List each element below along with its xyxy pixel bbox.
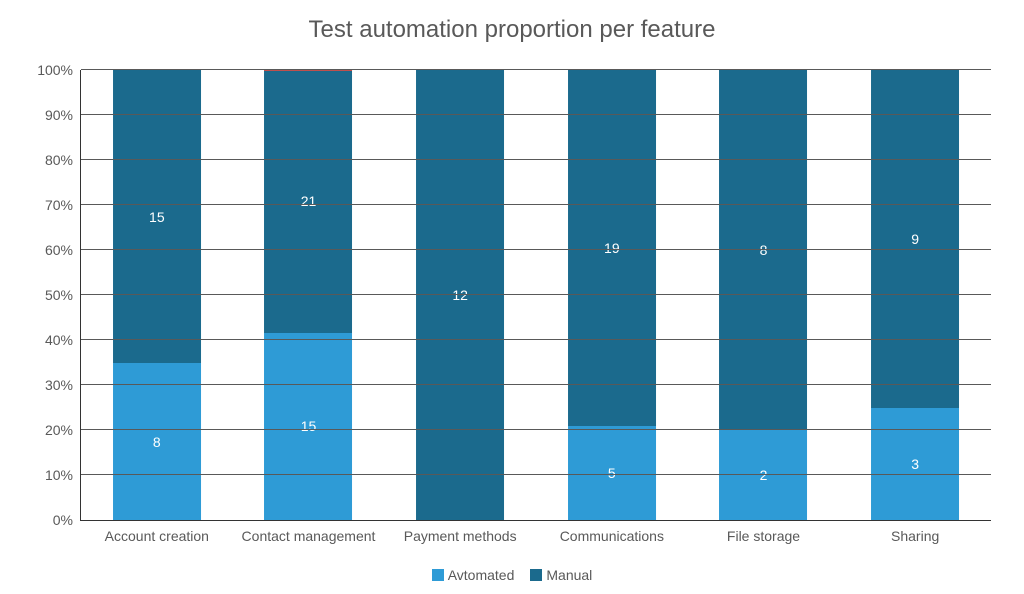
stacked-bar: 1521: [265, 70, 353, 520]
plot-area: 815Account creation1521Contact managemen…: [80, 70, 991, 521]
grid-line: [81, 69, 991, 70]
legend-swatch: [432, 569, 444, 581]
bar-segment-manual: 8: [720, 70, 808, 430]
stacked-bar: 28: [720, 70, 808, 520]
y-axis-label: 30%: [45, 377, 81, 393]
y-axis-label: 10%: [45, 467, 81, 483]
y-axis-label: 50%: [45, 287, 81, 303]
x-axis-label: File storage: [727, 520, 800, 544]
bar-slot: 519Communications: [536, 70, 688, 520]
grid-line: [81, 159, 991, 160]
x-axis-label: Payment methods: [404, 520, 517, 544]
grid-line: [81, 474, 991, 475]
legend-item: Manual: [530, 567, 592, 583]
stacked-bar: 519: [568, 70, 656, 520]
y-axis-label: 90%: [45, 107, 81, 123]
bars-layer: 815Account creation1521Contact managemen…: [81, 70, 991, 520]
bar-segment-manual: 9: [871, 70, 959, 408]
legend-label: Manual: [546, 567, 592, 583]
y-axis-label: 60%: [45, 242, 81, 258]
y-axis-label: 100%: [37, 62, 81, 78]
x-axis-label: Account creation: [105, 520, 209, 544]
legend-label: Avtomated: [448, 567, 515, 583]
grid-line: [81, 384, 991, 385]
y-axis-label: 40%: [45, 332, 81, 348]
x-axis-label: Communications: [560, 520, 664, 544]
grid-line: [81, 204, 991, 205]
bar-segment-automated: 3: [871, 408, 959, 521]
y-axis-label: 70%: [45, 197, 81, 213]
y-axis-label: 80%: [45, 152, 81, 168]
legend-swatch: [530, 569, 542, 581]
chart-container: Test automation proportion per feature 8…: [0, 0, 1024, 594]
stacked-bar: 815: [113, 70, 201, 520]
grid-line: [81, 114, 991, 115]
grid-line: [81, 294, 991, 295]
grid-line: [81, 429, 991, 430]
stacked-bar: 39: [871, 70, 959, 520]
x-axis-label: Contact management: [242, 520, 376, 544]
bar-slot: 28File storage: [688, 70, 840, 520]
bar-slot: 1521Contact management: [233, 70, 385, 520]
chart-title: Test automation proportion per feature: [0, 16, 1024, 44]
bar-segment-automated: 2: [720, 430, 808, 520]
y-axis-label: 20%: [45, 422, 81, 438]
grid-line: [81, 339, 991, 340]
legend-item: Avtomated: [432, 567, 515, 583]
stacked-bar: 12: [416, 70, 504, 520]
bar-slot: 12Payment methods: [384, 70, 536, 520]
bar-segment-automated: 15: [265, 333, 353, 521]
bar-slot: 815Account creation: [81, 70, 233, 520]
bar-segment-automated: 8: [113, 363, 201, 520]
x-axis-label: Sharing: [891, 520, 939, 544]
bar-segment-manual: 12: [416, 70, 504, 520]
y-axis-label: 0%: [53, 512, 81, 528]
legend: Avtomated Manual: [0, 567, 1024, 584]
bar-slot: 39Sharing: [839, 70, 991, 520]
grid-line: [81, 249, 991, 250]
